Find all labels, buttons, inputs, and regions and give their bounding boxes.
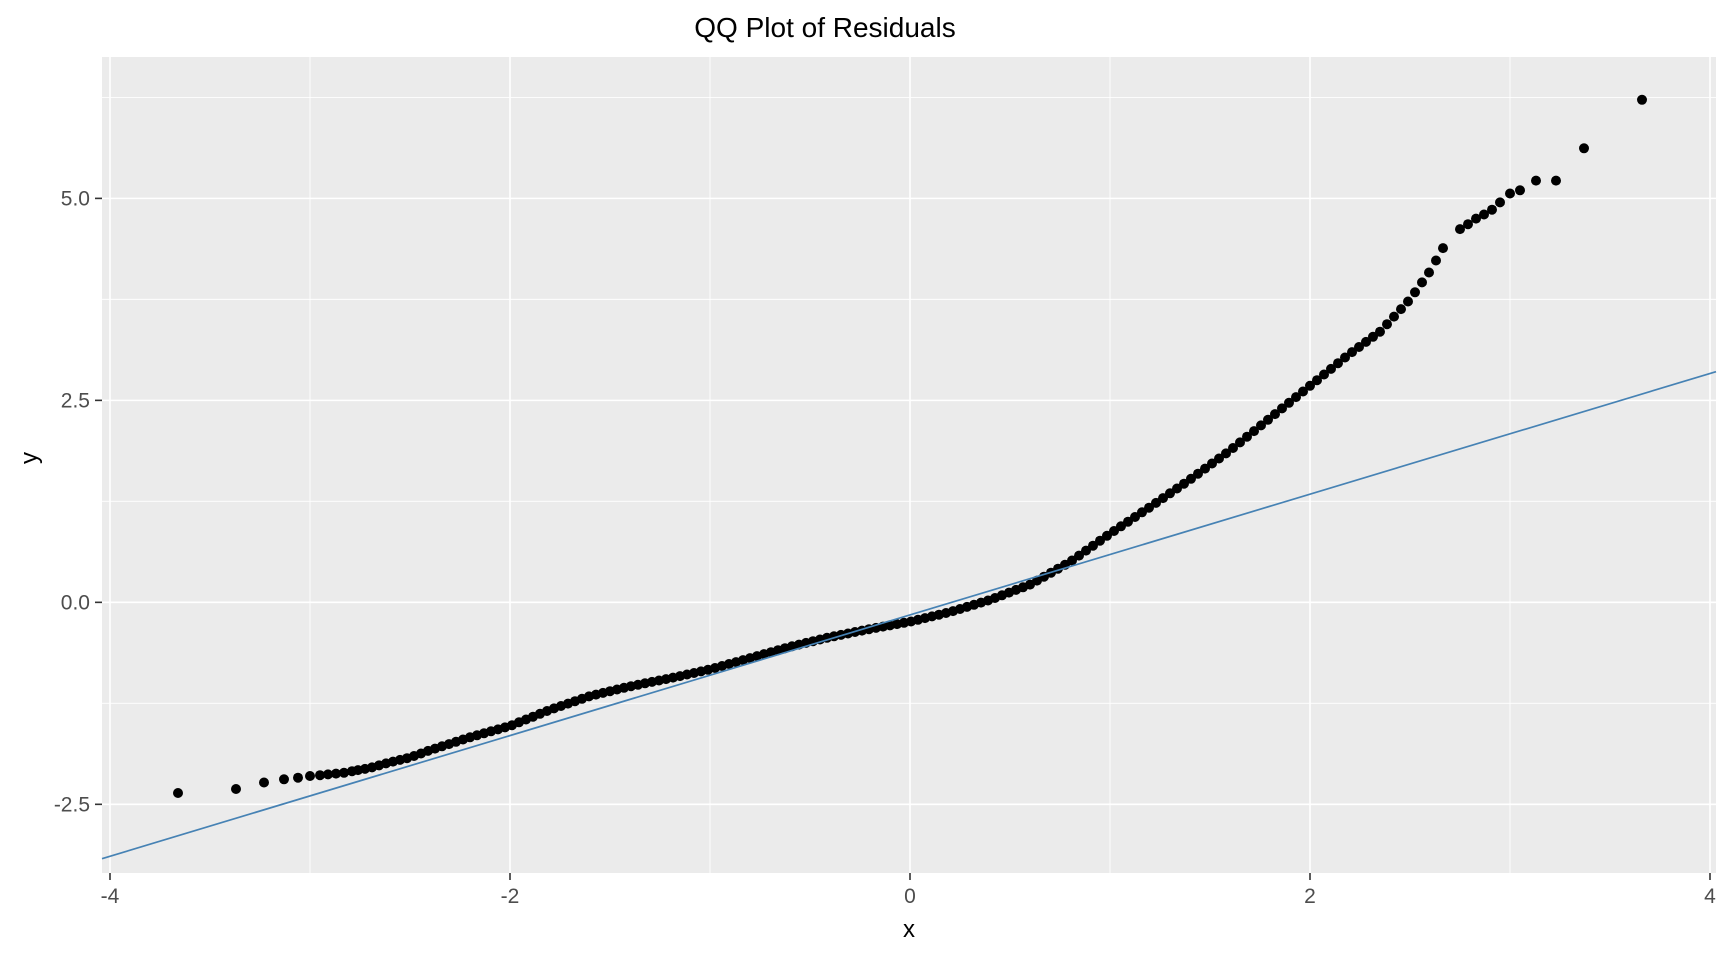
qq-point <box>1298 386 1308 397</box>
qq-point <box>1305 380 1315 391</box>
qq-point <box>1487 204 1497 215</box>
qq-point <box>1382 319 1392 330</box>
qq-point <box>1515 185 1525 196</box>
qq-point <box>1242 431 1252 442</box>
qq-point <box>1361 336 1371 347</box>
qq-point <box>1102 530 1112 541</box>
qq-point <box>1151 497 1161 508</box>
qq-point <box>1228 443 1238 453</box>
qq-point <box>279 774 289 785</box>
qq-point <box>1347 347 1357 358</box>
qq-point <box>1249 426 1259 437</box>
x-tick-label: -4 <box>101 885 120 908</box>
qq-point <box>1172 483 1182 494</box>
qq-point <box>1326 363 1336 374</box>
qq-point <box>231 784 241 794</box>
qq-point <box>1123 516 1133 527</box>
qq-point <box>293 772 303 783</box>
x-tick-label: 0 <box>904 885 916 908</box>
qq-point <box>1109 526 1119 536</box>
qq-point <box>315 770 325 781</box>
qq-point <box>1221 448 1231 459</box>
qq-point <box>1417 277 1427 288</box>
x-tick-label: 2 <box>1304 885 1316 908</box>
qq-point <box>1284 397 1294 408</box>
qq-point <box>1471 213 1481 224</box>
qq-point <box>305 771 315 781</box>
qq-point <box>1144 502 1154 513</box>
qq-point <box>1263 414 1273 425</box>
qq-point <box>1396 304 1406 315</box>
qq-point <box>1179 478 1189 489</box>
x-tick-label: 4 <box>1704 885 1716 908</box>
qq-point <box>1235 437 1245 448</box>
y-axis-title: y <box>16 452 43 464</box>
chart-title: QQ Plot of Residuals <box>694 12 956 43</box>
qq-point <box>1312 375 1322 386</box>
plot-panel <box>102 57 1716 873</box>
qq-point <box>1256 420 1266 431</box>
qq-point <box>1319 369 1329 380</box>
qq-point <box>1551 175 1561 186</box>
qq-point <box>1214 453 1224 464</box>
qq-point <box>1579 143 1589 154</box>
qq-point <box>1389 311 1399 322</box>
qq-point <box>1333 358 1343 369</box>
y-tick-label: 0.0 <box>61 591 90 614</box>
qq-point <box>1193 468 1203 479</box>
y-tick-label: -2.5 <box>54 793 90 816</box>
qq-point <box>1531 175 1541 186</box>
qq-point <box>259 777 269 788</box>
qq-point <box>1200 463 1210 474</box>
qq-point <box>331 768 341 779</box>
qq-point <box>323 769 333 780</box>
x-tick-label: -2 <box>501 885 520 908</box>
qq-point <box>1354 342 1364 352</box>
qq-point <box>1637 94 1647 105</box>
y-tick-label: 2.5 <box>61 389 90 412</box>
qq-point <box>1095 535 1105 546</box>
qq-point <box>1340 352 1350 363</box>
qq-point <box>1186 473 1196 484</box>
qq-point <box>1088 540 1098 551</box>
y-tick-label: 5.0 <box>61 187 90 210</box>
qq-point <box>1067 555 1077 566</box>
qq-point <box>1479 209 1489 220</box>
qq-point <box>1130 512 1140 522</box>
qq-point <box>1424 267 1434 278</box>
qq-point <box>1291 392 1301 403</box>
qq-point <box>1368 331 1378 342</box>
qq-point <box>1495 197 1505 208</box>
qq-point <box>173 788 183 798</box>
x-axis-title: x <box>903 916 915 943</box>
qq-point <box>1431 255 1441 266</box>
qq-point <box>1403 296 1413 307</box>
qq-point <box>1410 287 1420 298</box>
qq-point <box>1463 219 1473 230</box>
qq-point <box>1455 224 1465 235</box>
qq-reference-line <box>101 370 1717 860</box>
qq-point <box>1074 550 1084 561</box>
qq-point <box>1505 188 1515 199</box>
qq-point <box>1158 493 1168 504</box>
qq-point <box>1270 409 1280 420</box>
qq-point <box>339 767 349 778</box>
qq-point <box>1277 403 1287 414</box>
qq-point <box>1207 458 1217 469</box>
qq-point <box>1081 545 1091 556</box>
qq-point <box>1438 243 1448 254</box>
qq-point <box>1165 488 1175 499</box>
qq-point <box>1375 326 1385 337</box>
